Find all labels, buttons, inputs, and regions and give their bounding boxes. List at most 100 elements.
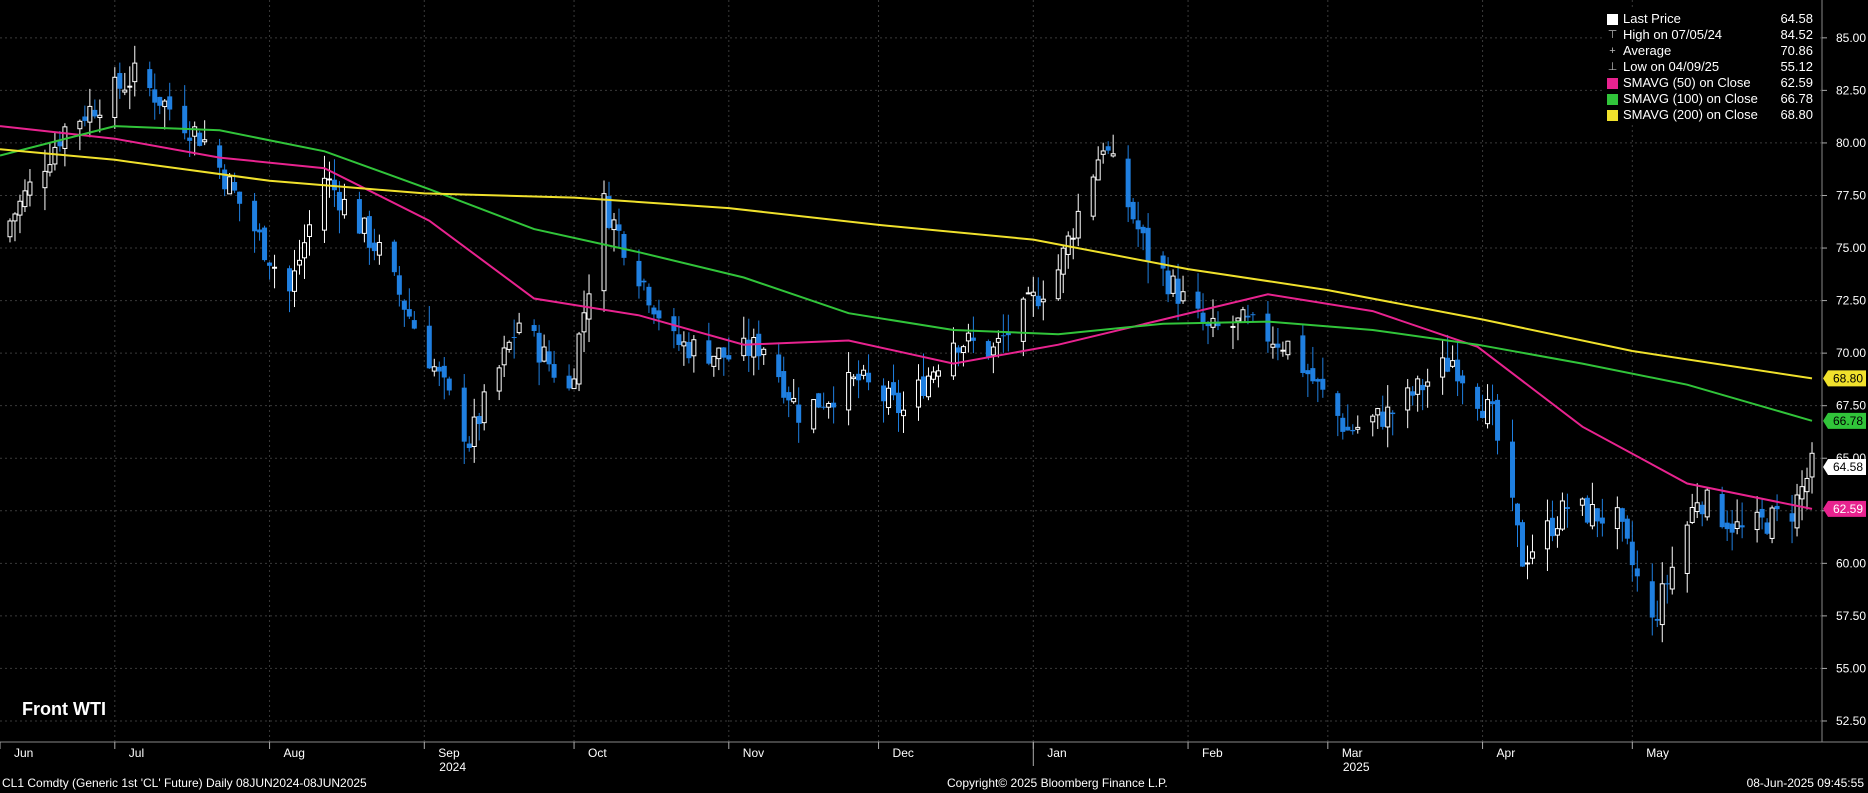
- legend-swatch: [1607, 13, 1618, 25]
- candle-body-up: [1170, 275, 1176, 294]
- legend-swatch: [1607, 109, 1618, 121]
- candle-body-up: [1060, 247, 1066, 275]
- candle-body-up: [506, 341, 512, 350]
- legend-label: SMAVG (200) on Close: [1623, 107, 1758, 122]
- candle-body-down: [182, 105, 188, 134]
- candle-body-down: [1764, 522, 1770, 534]
- legend-label: SMAVG (50) on Close: [1623, 75, 1751, 90]
- candle-body-down: [331, 179, 337, 191]
- candle-body-down: [985, 341, 991, 357]
- candle-body-up: [1684, 524, 1690, 574]
- y-tick-label: 52.50: [1836, 714, 1866, 728]
- candle-body-up: [297, 259, 303, 266]
- candle-body-down: [287, 268, 293, 292]
- candle-body-down: [1390, 412, 1396, 415]
- candle-body-up: [301, 242, 307, 259]
- x-tick-label: Oct: [588, 746, 607, 760]
- candle-body-down: [531, 325, 537, 331]
- candle-body-up: [901, 409, 907, 417]
- candle-body-down: [1649, 581, 1655, 618]
- candle-body-up: [915, 379, 921, 408]
- candle-body-up: [1614, 507, 1620, 530]
- candle-body-down: [366, 216, 372, 248]
- legend-value: 62.59: [1780, 75, 1813, 90]
- candle-body-up: [1285, 340, 1291, 356]
- candle-body-down: [686, 341, 692, 359]
- candle-body-up: [341, 198, 347, 216]
- x-tick-label: Nov: [743, 746, 764, 760]
- candle-body-up: [22, 190, 28, 208]
- candle-body-down: [461, 387, 467, 442]
- candle-body-down: [1619, 508, 1625, 522]
- candle-body-down: [891, 382, 897, 396]
- candle-body-down: [651, 307, 657, 315]
- candle-body-down: [1275, 343, 1281, 348]
- candle-body-up: [192, 126, 198, 137]
- candle-body-up: [52, 146, 58, 165]
- candle-body-down: [1130, 201, 1136, 220]
- candle-body-down: [1739, 525, 1745, 528]
- x-tick-label: Mar: [1342, 746, 1363, 760]
- x-tick-label: Jul: [129, 746, 144, 760]
- candle-body-up: [1450, 360, 1456, 367]
- candle-body-up: [1524, 562, 1530, 565]
- candle-body-down: [1340, 417, 1346, 432]
- price-tag: [1823, 370, 1866, 387]
- candle-body-down: [1005, 331, 1011, 336]
- candle-body-up: [306, 224, 312, 238]
- x-tick-label: Dec: [893, 746, 914, 760]
- candle-body-up: [1090, 176, 1096, 217]
- x-tick-label: Jan: [1047, 746, 1066, 760]
- candle-body-up: [611, 219, 617, 231]
- candle-body-up: [851, 376, 857, 380]
- candle-body-up: [791, 397, 797, 403]
- candle-body-down: [726, 355, 732, 360]
- candle-body-up: [1375, 408, 1381, 416]
- candle-body-down: [1205, 323, 1211, 327]
- x-year-label: 2024: [439, 760, 466, 774]
- candle-body-up: [1799, 486, 1805, 500]
- candle-body-up: [925, 375, 931, 398]
- candle-body-down: [896, 392, 902, 414]
- candle-body-up: [960, 346, 966, 354]
- candle-body-down: [641, 280, 647, 283]
- candle-body-down: [1145, 227, 1151, 261]
- legend-row: ⊤ High on 07/05/24 84.52: [1607, 27, 1813, 43]
- candle-body-down: [157, 96, 163, 106]
- candle-body-down: [217, 145, 223, 168]
- footer-security-description: CL1 Comdty (Generic 1st 'CL' Future) Dai…: [2, 776, 367, 790]
- candle-body-down: [1759, 508, 1765, 518]
- candle-body-down: [267, 262, 273, 266]
- candle-body-down: [197, 132, 203, 146]
- candle-body-down: [426, 325, 432, 369]
- candle-body-down: [262, 227, 268, 261]
- candle-body-down: [1460, 375, 1466, 384]
- candle-body-down: [656, 310, 662, 319]
- candle-body-up: [376, 242, 382, 256]
- candle-body-down: [1195, 291, 1201, 309]
- candle-body-up: [1385, 406, 1391, 428]
- candle-body-up: [1659, 583, 1665, 626]
- y-tick-label: 57.50: [1836, 609, 1866, 623]
- candle-body-up: [1669, 566, 1675, 590]
- candle-body-up: [112, 76, 118, 118]
- candle-body-down: [776, 354, 782, 378]
- candle-body-up: [87, 105, 93, 123]
- candle-body-up: [716, 347, 722, 360]
- candle-body-down: [721, 347, 727, 358]
- legend-row: SMAVG (50) on Close 62.59: [1607, 75, 1813, 91]
- candle-body-down: [566, 375, 572, 389]
- candle-body-down: [1729, 523, 1735, 533]
- candle-body-down: [1519, 522, 1525, 567]
- candle-body-up: [361, 217, 367, 234]
- candle-body-down: [1724, 522, 1730, 530]
- candle-body-down: [511, 336, 517, 338]
- x-tick-label: Apr: [1497, 746, 1516, 760]
- candle-body-up: [1030, 291, 1036, 297]
- candle-body-up: [1694, 502, 1700, 513]
- candle-body-down: [816, 393, 822, 408]
- candle-body-up: [1070, 237, 1076, 240]
- candle-body-down: [1160, 255, 1166, 269]
- candle-body-down: [706, 340, 712, 364]
- candle-body-down: [866, 372, 872, 383]
